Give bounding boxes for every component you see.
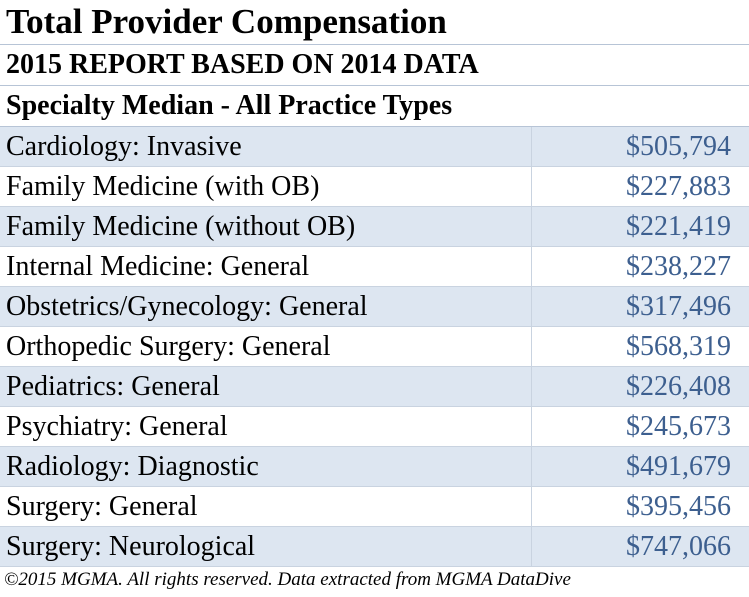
compensation-value: $245,673 [626, 411, 731, 442]
specialty-label: Pediatrics: General [0, 367, 532, 406]
compensation-value: $221,419 [626, 211, 731, 242]
specialty-label: Internal Medicine: General [0, 247, 532, 286]
table-title: Total Provider Compensation [0, 0, 749, 45]
table-body: Cardiology: Invasive $505,794 Family Medic… [0, 127, 749, 567]
compensation-value: $238,227 [626, 251, 731, 282]
table-row: Pediatrics: General $226,408 [0, 367, 749, 407]
footnote: ©2015 MGMA. All rights reserved. Data ex… [4, 569, 571, 590]
compensation-value: $395,456 [626, 491, 731, 522]
table-row: Surgery: General $395,456 [0, 487, 749, 527]
compensation-value: $226,408 [626, 371, 731, 402]
specialty-label: Radiology: Diagnostic [0, 447, 532, 486]
specialty-label: Cardiology: Invasive [0, 127, 532, 166]
report-subtitle: 2015 REPORT BASED ON 2014 DATA [0, 45, 749, 86]
compensation-value: $568,319 [626, 331, 731, 362]
specialty-label: Psychiatry: General [0, 407, 532, 446]
table-row: Psychiatry: General $245,673 [0, 407, 749, 447]
specialty-label: Obstetrics/Gynecology: General [0, 287, 532, 326]
compensation-value: $491,679 [626, 451, 731, 482]
table-row: Obstetrics/Gynecology: General $317,496 [0, 287, 749, 327]
table-row: Radiology: Diagnostic $491,679 [0, 447, 749, 487]
specialty-label: Family Medicine (with OB) [0, 167, 532, 206]
table-row: Family Medicine (without OB) $221,419 [0, 207, 749, 247]
compensation-value: $317,496 [626, 291, 731, 322]
table-row: Orthopedic Surgery: General $568,319 [0, 327, 749, 367]
compensation-value: $747,066 [626, 531, 731, 562]
table-row: Internal Medicine: General $238,227 [0, 247, 749, 287]
specialty-label: Surgery: Neurological [0, 527, 532, 566]
compensation-value: $227,883 [626, 171, 731, 202]
specialty-label: Orthopedic Surgery: General [0, 327, 532, 366]
table-row: Surgery: Neurological $747,066 [0, 527, 749, 567]
table-row: Family Medicine (with OB) $227,883 [0, 167, 749, 207]
specialty-label: Family Medicine (without OB) [0, 207, 532, 246]
table-row: Cardiology: Invasive $505,794 [0, 127, 749, 167]
compensation-value: $505,794 [626, 131, 731, 162]
column-header: Specialty Median - All Practice Types [0, 86, 749, 127]
specialty-label: Surgery: General [0, 487, 532, 526]
